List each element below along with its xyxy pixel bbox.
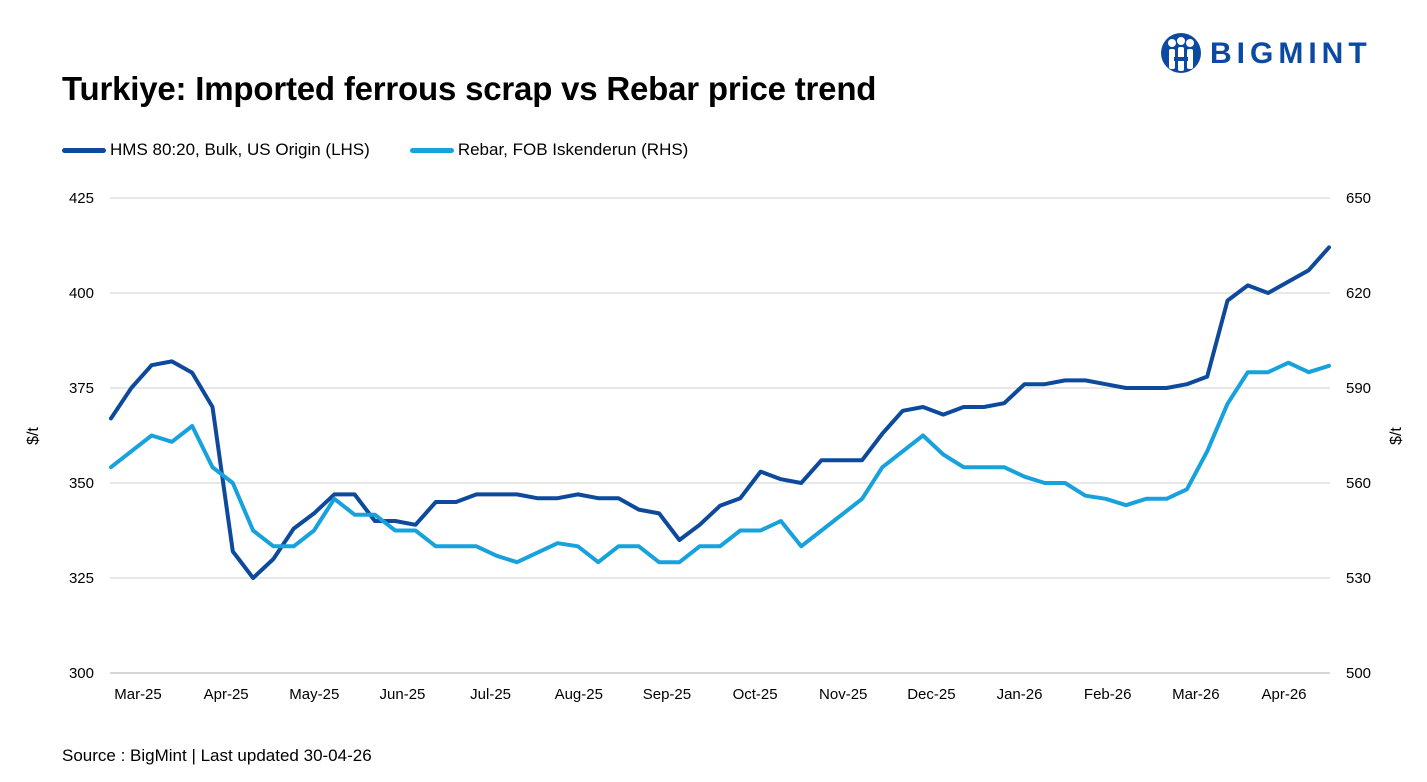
x-tick-label: Apr-25 <box>204 686 249 703</box>
x-tick-label: May-25 <box>289 686 339 703</box>
x-tick-label: Mar-26 <box>1172 686 1220 703</box>
legend-label-rebar: Rebar, FOB Iskenderun (RHS) <box>457 140 689 159</box>
x-tick-label: Jan-26 <box>997 686 1043 703</box>
y-tick-right: 620 <box>1346 285 1371 302</box>
y-tick-right: 590 <box>1346 380 1371 397</box>
series-line-rebar <box>109 360 1331 565</box>
y-axis-label-right: $/t <box>1388 427 1405 445</box>
legend-item-hms: HMS 80:20, Bulk, US Origin (LHS) <box>62 140 370 160</box>
legend-item-rebar: Rebar, FOB Iskenderun (RHS) <box>409 140 689 160</box>
x-tick-label: Jun-25 <box>380 686 426 703</box>
legend-swatch-hms <box>62 147 106 153</box>
x-tick-label: Oct-25 <box>733 686 778 703</box>
y-tick-left: 375 <box>69 380 94 397</box>
legend-label-hms: HMS 80:20, Bulk, US Origin (LHS) <box>110 140 370 159</box>
x-tick-label: Dec-25 <box>907 686 955 703</box>
y-tick-right: 500 <box>1346 665 1371 682</box>
series-line-hms <box>109 245 1331 580</box>
y-tick-right: 560 <box>1346 475 1371 492</box>
x-tick-label: Sep-25 <box>643 686 691 703</box>
x-tick-label: Jul-25 <box>470 686 511 703</box>
x-tick-label: Nov-25 <box>819 686 867 703</box>
legend-swatch-rebar <box>409 147 454 153</box>
bigmint-logo-text: BIGMINT <box>1210 37 1372 70</box>
x-tick-label: Aug-25 <box>555 686 603 703</box>
y-tick-right: 650 <box>1346 190 1371 207</box>
source-note: Source : BigMint | Last updated 30-04-26 <box>62 746 372 765</box>
y-tick-left: 400 <box>69 285 94 302</box>
y-tick-left: 300 <box>69 665 94 682</box>
y-tick-left: 350 <box>69 475 94 492</box>
chart-legend: HMS 80:20, Bulk, US Origin (LHS) Rebar, … <box>62 140 728 160</box>
x-tick-label: Apr-26 <box>1261 686 1306 703</box>
y-tick-right: 530 <box>1346 570 1371 587</box>
y-axis-label-left: $/t <box>25 427 42 445</box>
x-tick-label: Feb-26 <box>1084 686 1132 703</box>
x-tick-label: Mar-25 <box>114 686 162 703</box>
bigmint-logo: BIGMINT <box>1160 28 1372 80</box>
bigmint-logo-icon <box>1161 33 1201 73</box>
chart-title: Turkiye: Imported ferrous scrap vs Rebar… <box>62 70 877 107</box>
y-tick-left: 425 <box>69 190 94 207</box>
y-tick-left: 325 <box>69 570 94 587</box>
